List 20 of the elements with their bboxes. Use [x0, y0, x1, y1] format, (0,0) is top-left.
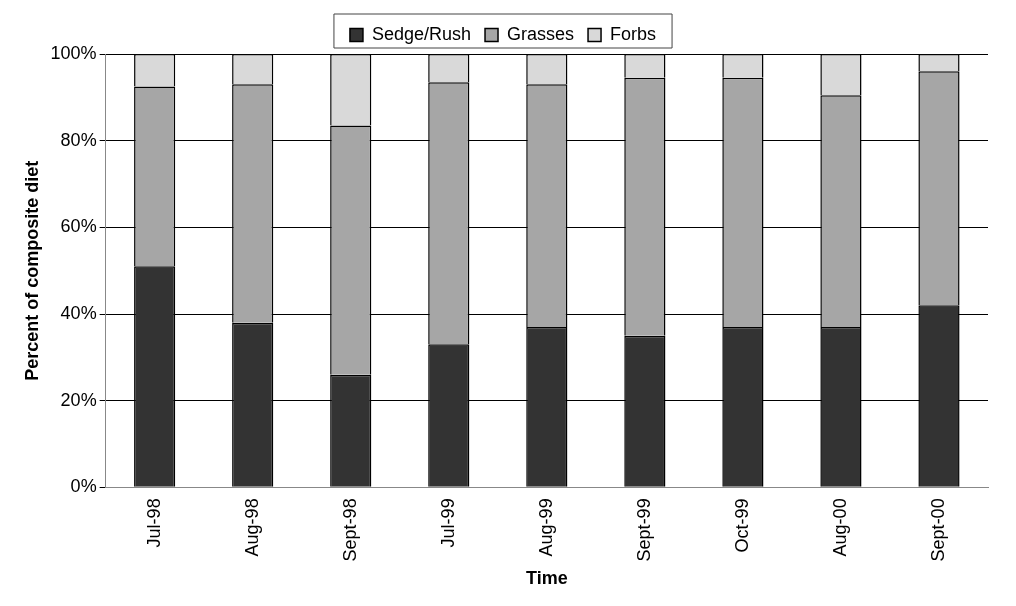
- y-tick-label: 60%: [60, 216, 97, 237]
- y-axis-title: Percent of composite diet: [21, 160, 42, 381]
- x-tick-label: Sept-00: [927, 498, 948, 562]
- y-tick-label: 80%: [60, 129, 97, 150]
- legend-label: Sedge/Rush: [371, 23, 472, 44]
- x-tick-label: Aug-98: [241, 498, 262, 557]
- x-tick-label: Aug-99: [535, 498, 556, 557]
- x-tick-label: Sept-99: [633, 498, 654, 562]
- y-tick-label: 40%: [60, 302, 97, 323]
- y-tick-label: 100%: [50, 42, 97, 63]
- x-tick-label: Sept-98: [339, 498, 360, 562]
- x-tick-label: Oct-99: [731, 498, 752, 553]
- y-tick-label: 0%: [70, 476, 97, 497]
- x-tick-label: Jul-98: [143, 498, 164, 548]
- legend-label: Forbs: [610, 23, 657, 44]
- y-tick-label: 20%: [60, 389, 97, 410]
- x-tick-label: Aug-00: [829, 498, 850, 557]
- x-tick-label: Jul-99: [437, 498, 458, 548]
- x-axis-title: Time: [525, 568, 568, 589]
- legend-label: Grasses: [507, 23, 575, 44]
